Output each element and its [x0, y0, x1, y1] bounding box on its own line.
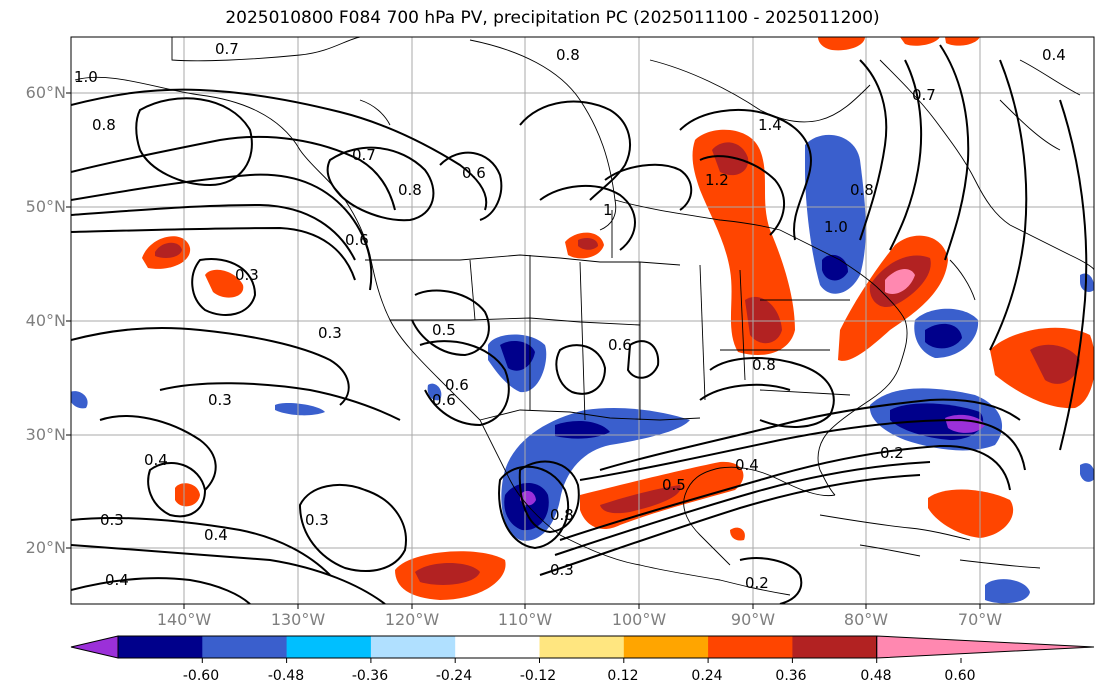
contour-label: 0.6: [608, 336, 632, 354]
contour-label: 0.6: [445, 376, 469, 394]
lon-label-130w: 130°W: [270, 610, 326, 629]
contour-label: 0.8: [850, 181, 874, 199]
contour-label: 0.7: [215, 40, 239, 58]
axis-ticks: [66, 92, 981, 609]
contour-label: 0.5: [662, 476, 686, 494]
lat-label-40n: 40°N: [25, 311, 66, 330]
lon-label-110w: 110°W: [497, 610, 553, 629]
contour-label: 0.4: [1042, 46, 1066, 64]
contour-label: 0.6: [432, 391, 456, 409]
lon-label-100w: 100°W: [611, 610, 667, 629]
colorbar-label: -0.12: [519, 668, 557, 684]
contour-label: 1.0: [824, 218, 848, 236]
contour-label: 0.8: [556, 46, 580, 64]
colorbar-label: 0.24: [691, 668, 723, 684]
colorbar-label: -0.48: [267, 668, 305, 684]
contour-label: 0.3: [305, 511, 329, 529]
colorbar-segment: [623, 636, 709, 658]
colorbar-segment: [708, 636, 793, 658]
contour-label: 1.2: [705, 171, 729, 189]
lon-label-120w: 120°W: [384, 610, 440, 629]
pv-contours: [71, 44, 1088, 604]
contour-label: 1: [603, 201, 613, 219]
contour-label: 0.4: [204, 526, 228, 544]
colorbar-label: -0.36: [351, 668, 389, 684]
contour-label: 0.3: [550, 561, 574, 579]
lat-label-30n: 30°N: [25, 425, 66, 444]
lon-label-90w: 90°W: [730, 610, 776, 629]
colorbar-segment: [118, 636, 203, 658]
contour-label: 0.6: [462, 164, 486, 182]
contour-label: 1.4: [758, 116, 782, 134]
colorbar-label: -0.24: [435, 668, 473, 684]
colorbar-segment: [202, 636, 288, 658]
colorbar-arrow-right: [876, 635, 1095, 659]
colorbar-segment: [370, 636, 456, 658]
contour-label: 0.4: [735, 456, 759, 474]
contour-label: 0.3: [318, 324, 342, 342]
lon-label-80w: 80°W: [843, 610, 889, 629]
lat-label-60n: 60°N: [25, 83, 66, 102]
contour-label: 0.7: [352, 146, 376, 164]
colorbar-label: 0.48: [860, 668, 892, 684]
contour-label: 0.3: [100, 511, 124, 529]
colorbar-segment: [286, 636, 372, 658]
lat-label-20n: 20°N: [25, 538, 66, 557]
lon-label-140w: 140°W: [156, 610, 212, 629]
contour-label: 1.0: [74, 68, 98, 86]
contour-label: 0.4: [144, 451, 168, 469]
colorbar-arrow-left: [70, 635, 119, 659]
contour-label: 0.2: [880, 444, 904, 462]
contour-label: 0.8: [92, 116, 116, 134]
contour-label: 0.3: [235, 266, 259, 284]
contour-label: 0.7: [912, 86, 936, 104]
colorbar-outline: [117, 635, 878, 659]
colorbar-segment: [792, 636, 878, 658]
contour-label: 0.2: [745, 574, 769, 592]
contour-label: 0.3: [208, 391, 232, 409]
contour-labels: 0.7 0.8 0.4 1.0 0.8 0.7 0.6 0.8 0.6 1 1.…: [74, 40, 1066, 592]
contour-label: 0.8: [398, 181, 422, 199]
colorbar-label: 0.36: [775, 668, 807, 684]
contour-label: 0.8: [550, 506, 574, 524]
colorbar-segment: [455, 636, 540, 658]
contour-label: 0.4: [105, 571, 129, 589]
colorbar-label: 0.12: [607, 668, 639, 684]
map-title: 2025010800 F084 700 hPa PV, precipitatio…: [225, 8, 880, 28]
contour-label: 0.5: [432, 321, 456, 339]
contour-label: 0.8: [752, 356, 776, 374]
colorbar-label: 0.60: [944, 668, 976, 684]
lon-label-70w: 70°W: [957, 610, 1003, 629]
contour-label: 0.6: [345, 231, 369, 249]
lat-label-50n: 50°N: [25, 197, 66, 216]
colorbar-label: -0.60: [182, 668, 220, 684]
colorbar-segment: [539, 636, 625, 658]
